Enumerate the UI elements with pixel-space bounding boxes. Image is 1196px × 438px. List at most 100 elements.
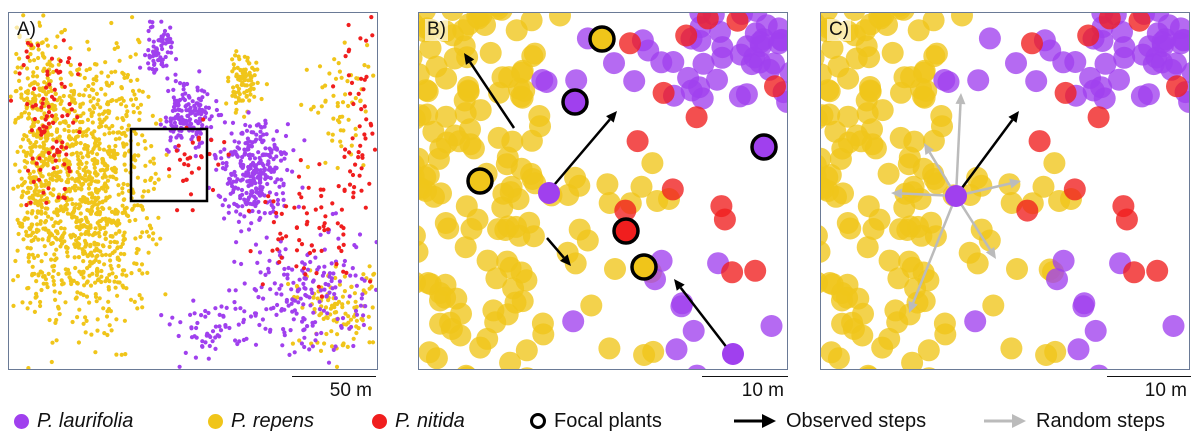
plant-point [1087, 106, 1110, 129]
plant-point [319, 193, 324, 199]
plant-point [121, 237, 127, 242]
plant-point [349, 143, 354, 148]
plant-point [99, 274, 104, 279]
plant-point [266, 270, 271, 275]
plant-point [489, 13, 506, 17]
plant-point [319, 104, 324, 109]
plant-point [113, 285, 118, 290]
plant-point [289, 301, 294, 306]
plant-point [214, 167, 219, 172]
plant-point [24, 49, 29, 54]
plant-point [361, 322, 366, 328]
plant-point [246, 208, 251, 213]
plant-point [266, 194, 271, 199]
plant-point [188, 192, 194, 197]
plant-point [81, 275, 86, 280]
plant-point [302, 138, 307, 143]
plant-point [60, 235, 65, 240]
plant-point [250, 160, 256, 165]
plant-point [94, 173, 99, 178]
plant-point [596, 173, 619, 196]
panel-a: A) [8, 12, 378, 370]
plant-point [316, 110, 321, 115]
plant-point [274, 210, 279, 216]
plant-point [58, 101, 63, 106]
plant-point [222, 120, 227, 125]
plant-point [252, 156, 258, 161]
plant-point [327, 71, 332, 76]
plant-point [346, 73, 351, 78]
plant-point [171, 95, 176, 100]
plant-point [226, 152, 231, 157]
plant-point [90, 204, 95, 209]
plant-point [97, 141, 102, 146]
legend-observed: Observed steps [732, 404, 926, 438]
plant-point [248, 92, 253, 97]
plant-point [355, 76, 361, 81]
plant-point [1028, 130, 1051, 153]
plant-point [419, 272, 439, 294]
plant-point [322, 228, 327, 233]
plant-point [1021, 32, 1043, 55]
plant-point [138, 234, 143, 239]
plant-point [363, 205, 368, 210]
plant-point [95, 152, 100, 157]
plant-point [112, 154, 117, 159]
plant-point [39, 105, 44, 110]
observed-arrow-icon [734, 414, 776, 428]
plant-point [168, 25, 173, 30]
plant-point [105, 220, 110, 225]
plant-point [100, 200, 105, 205]
plant-point [520, 367, 534, 369]
plant-point [185, 81, 190, 87]
plant-point [83, 87, 88, 92]
plant-point [367, 264, 372, 269]
plant-point [217, 312, 222, 317]
plant-point [234, 49, 239, 54]
plant-point [105, 100, 110, 105]
plant-point [28, 186, 33, 191]
plant-point [222, 216, 227, 221]
plant-point [279, 211, 284, 216]
plant-point [333, 211, 338, 216]
plant-point [165, 50, 170, 55]
plant-point [239, 229, 244, 234]
plant-point [80, 155, 85, 160]
plant-point [291, 280, 296, 285]
plant-point [51, 69, 56, 75]
plant-point [43, 251, 48, 257]
plant-point [53, 220, 58, 225]
plant-point [334, 262, 339, 267]
plant-point [38, 219, 43, 224]
plant-point [316, 284, 321, 289]
plant-point [196, 96, 201, 101]
plant-point [74, 219, 79, 224]
plant-point [156, 38, 161, 43]
plant-point [223, 197, 228, 202]
plant-point [87, 107, 92, 112]
plant-point [24, 134, 29, 139]
plant-point [146, 189, 151, 194]
plant-point [146, 94, 151, 99]
focal-plant [466, 167, 494, 195]
plant-point [142, 139, 147, 144]
plant-point [173, 145, 178, 150]
plant-point [143, 163, 148, 168]
plant-point [359, 188, 364, 193]
plant-point [301, 281, 306, 286]
plant-point [370, 33, 375, 38]
map-overview [9, 13, 377, 369]
plant-point [511, 290, 534, 313]
plant-point [240, 204, 245, 209]
plant-point [340, 100, 346, 105]
plant-point [35, 119, 41, 124]
plant-point [150, 237, 155, 242]
plant-point [300, 260, 305, 265]
plant-point [27, 195, 32, 200]
plant-point [231, 187, 236, 192]
plant-point [151, 50, 156, 55]
plant-point [233, 338, 238, 343]
plant-point [154, 121, 159, 126]
plant-point [56, 70, 61, 75]
plant-point [69, 89, 74, 94]
